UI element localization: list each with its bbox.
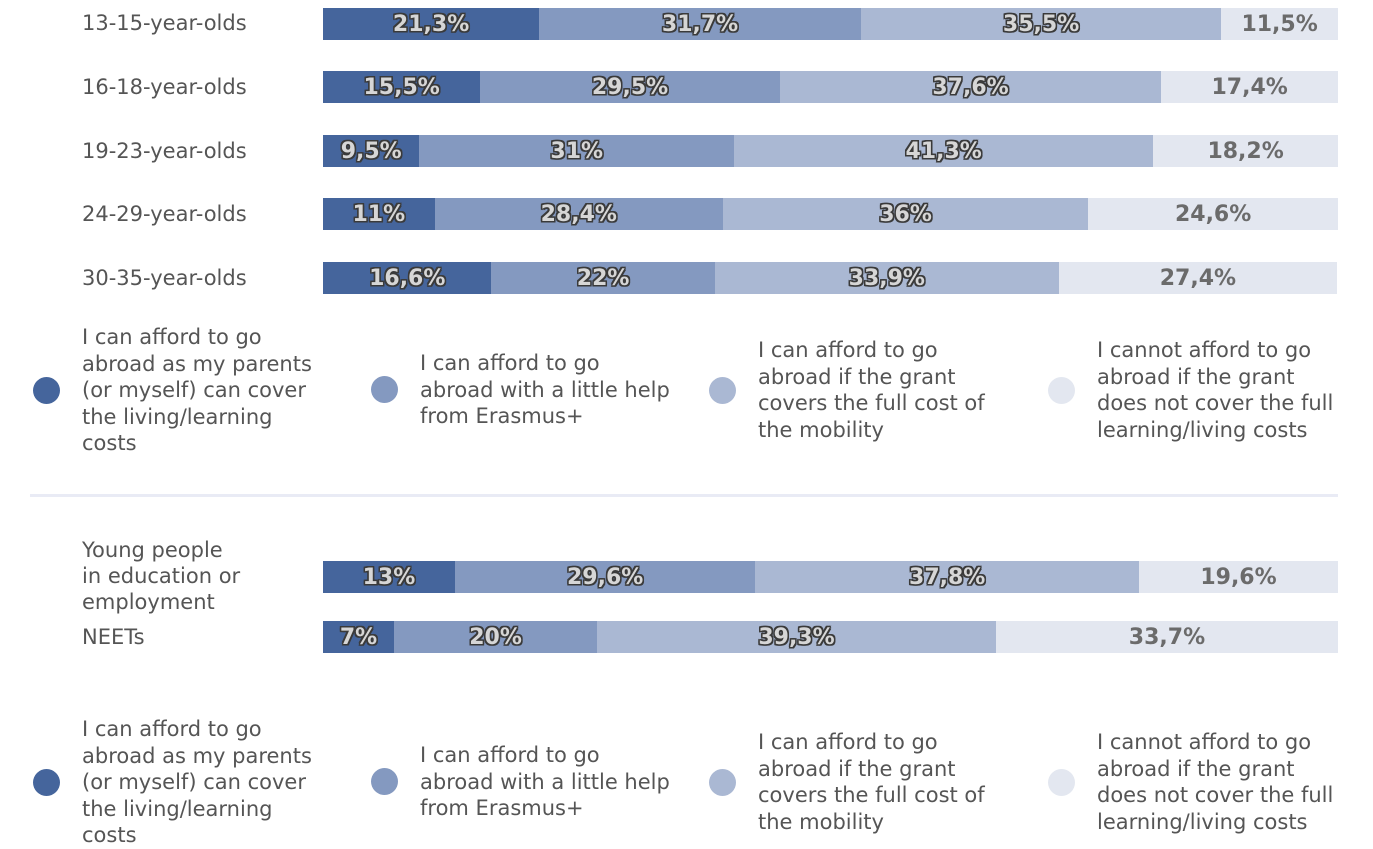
bar-segment-series-4: 17,4% bbox=[1161, 71, 1338, 103]
bar-segment-series-4: 24,6% bbox=[1088, 198, 1338, 230]
stacked-bar-24-29-year-olds: 11% 28,4% 36% 24,6% bbox=[323, 198, 1338, 230]
legend-label: I can afford to go abroad with a little … bbox=[420, 743, 670, 820]
legend-item: I can afford to go abroad with a little … bbox=[371, 350, 670, 430]
category-label: Young people in education or employment bbox=[82, 538, 241, 614]
category-label: 13-15-year-olds bbox=[82, 11, 247, 35]
bar-segment-series-2: 22% bbox=[491, 262, 715, 294]
legend-item: I can afford to go abroad as my parents … bbox=[33, 324, 312, 457]
legend-item: I can afford to go abroad with a little … bbox=[371, 742, 670, 822]
bar-segment-series-4: 19,6% bbox=[1139, 561, 1338, 593]
bar-segment-series-4: 18,2% bbox=[1153, 135, 1338, 167]
category-label: NEETs bbox=[82, 625, 145, 649]
bar-segment-series-3: 36% bbox=[722, 198, 1089, 230]
legend-dot bbox=[33, 376, 60, 404]
legend-item: I cannot afford to go abroad if the gran… bbox=[1048, 337, 1333, 443]
bar-segment-series-1: 13% bbox=[323, 561, 455, 593]
legend-label: I cannot afford to go abroad if the gran… bbox=[1097, 730, 1334, 834]
bar-segment-series-1: 9,5% bbox=[323, 135, 420, 167]
bar-segment-series-3: 41,3% bbox=[734, 135, 1154, 167]
bar-segment-series-2: 31% bbox=[419, 135, 735, 167]
bar-segment-series-3: 33,9% bbox=[714, 262, 1059, 294]
category-label: 24-29-year-olds bbox=[82, 202, 247, 226]
legend-label: I can afford to go abroad as my parents … bbox=[82, 717, 312, 847]
bar-segment-series-3: 39,3% bbox=[597, 621, 996, 653]
bar-segment-series-1: 21,3% bbox=[323, 8, 540, 40]
legend-item: I can afford to go abroad as my parents … bbox=[33, 716, 312, 849]
legend-dot bbox=[371, 376, 398, 404]
stacked-bar-16-18-year-olds: 15,5% 29,5% 37,6% 17,4% bbox=[323, 71, 1338, 103]
bar-segment-series-2: 31,7% bbox=[539, 8, 861, 40]
section-divider bbox=[30, 494, 1338, 497]
legend-dot bbox=[371, 768, 398, 796]
bar-segment-series-2: 29,5% bbox=[480, 71, 780, 103]
bar-segment-series-1: 15,5% bbox=[323, 71, 481, 103]
legend-label: I can afford to go abroad if the grant c… bbox=[758, 730, 985, 834]
legend-item: I can afford to go abroad if the grant c… bbox=[709, 337, 985, 443]
legend-item: I can afford to go abroad if the grant c… bbox=[709, 729, 985, 835]
category-label: 19-23-year-olds bbox=[82, 139, 247, 163]
bar-segment-series-1: 7% bbox=[323, 621, 395, 653]
bar-segment-series-3: 35,5% bbox=[860, 8, 1222, 40]
legend-item: I cannot afford to go abroad if the gran… bbox=[1048, 729, 1333, 835]
bar-segment-series-2: 28,4% bbox=[434, 198, 723, 230]
bar-segment-series-3: 37,8% bbox=[755, 561, 1140, 593]
bar-segment-series-2: 20% bbox=[394, 621, 598, 653]
bar-segment-series-4: 11,5% bbox=[1221, 8, 1338, 40]
stacked-bar-19-23-year-olds: 9,5% 31% 41,3% 18,2% bbox=[323, 135, 1338, 167]
bar-segment-series-1: 11% bbox=[323, 198, 435, 230]
legend-dot bbox=[709, 768, 736, 796]
category-label: 30-35-year-olds bbox=[82, 266, 247, 290]
legend-dot bbox=[1048, 376, 1075, 404]
bar-segment-series-2: 29,6% bbox=[454, 561, 756, 593]
legend-dot bbox=[1048, 768, 1075, 796]
legend-label: I can afford to go abroad if the grant c… bbox=[758, 338, 985, 442]
legend-label: I cannot afford to go abroad if the gran… bbox=[1097, 338, 1334, 442]
stacked-bar-neets: 7% 20% 39,3% 33,7% bbox=[323, 621, 1338, 653]
legend-label: I can afford to go abroad as my parents … bbox=[82, 325, 312, 455]
bar-segment-series-3: 37,6% bbox=[779, 71, 1162, 103]
legend-dot bbox=[33, 768, 60, 796]
bar-segment-series-4: 33,7% bbox=[995, 621, 1338, 653]
category-label: 16-18-year-olds bbox=[82, 75, 247, 99]
legend-dot bbox=[709, 376, 736, 404]
legend-label: I can afford to go abroad with a little … bbox=[420, 351, 670, 428]
bar-segment-series-4: 27,4% bbox=[1058, 262, 1337, 294]
stacked-bar-30-35-year-olds: 16,6% 22% 33,9% 27,4% bbox=[323, 262, 1338, 294]
bar-segment-series-1: 16,6% bbox=[323, 262, 492, 294]
stacked-bar-13-15-year-olds: 21,3% 31,7% 35,5% 11,5% bbox=[323, 8, 1338, 40]
stacked-bar-young-people: 13% 29,6% 37,8% 19,6% bbox=[323, 561, 1338, 593]
